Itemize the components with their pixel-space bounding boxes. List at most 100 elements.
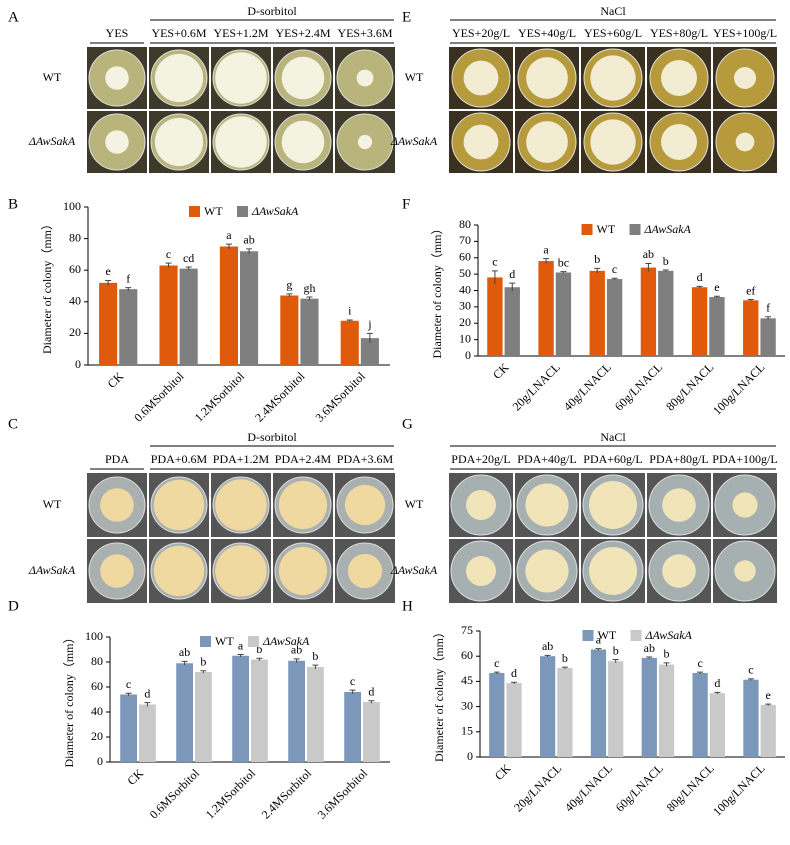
column-label: YES+1.2M <box>213 26 268 40</box>
significance-label: e <box>766 688 771 702</box>
error-bar <box>105 279 112 286</box>
column-label: PDA <box>105 452 129 466</box>
colony <box>100 554 134 588</box>
x-tick-label: 0.6MSorbitol <box>147 766 203 822</box>
error-bar <box>511 681 518 684</box>
error-bar <box>697 671 704 674</box>
column-label: YES+100g/L <box>713 26 777 40</box>
x-tick-label: 20g/LNACL <box>510 360 563 413</box>
error-bar <box>491 270 498 284</box>
colony <box>734 560 756 582</box>
bar <box>590 649 607 757</box>
y-tick-label: 100 <box>63 199 81 213</box>
row-label: WT <box>405 70 424 84</box>
colony <box>661 60 697 96</box>
bar <box>360 338 379 365</box>
legend-swatch <box>582 630 594 641</box>
error-bar <box>368 700 375 704</box>
error-bar <box>246 248 253 254</box>
y-tick-label: 100 <box>85 629 103 643</box>
significance-label: d <box>509 267 515 281</box>
x-tick-label: 1.2MSorbitol <box>192 369 248 425</box>
legend-swatch <box>248 636 259 647</box>
colony <box>466 556 496 586</box>
x-tick-label: 3.6MSorbitol <box>312 369 368 425</box>
legend-swatch <box>200 636 211 647</box>
error-bar <box>349 689 356 694</box>
colony <box>347 553 383 589</box>
bar <box>691 287 708 356</box>
bar <box>240 251 259 365</box>
significance-label: d <box>714 676 720 690</box>
error-bar <box>366 332 373 343</box>
row-label: ΔAwSakA <box>28 134 76 148</box>
x-tick-label: 40g/LNACL <box>562 761 615 814</box>
bar <box>743 300 759 356</box>
y-tick-label: 0 <box>97 754 103 768</box>
y-tick-label: 40 <box>91 704 103 718</box>
y-tick-label: 0 <box>75 357 81 371</box>
colony <box>215 479 267 531</box>
bar <box>589 270 605 356</box>
bar <box>300 298 319 365</box>
colony <box>735 132 755 152</box>
y-tick-label: 0 <box>467 749 473 763</box>
y-tick-label: 60 <box>91 679 103 693</box>
error-bar <box>293 658 300 663</box>
y-tick-label: 20 <box>69 325 81 339</box>
error-bar <box>286 293 293 298</box>
y-tick-label: 40 <box>459 282 471 296</box>
error-bar <box>611 277 618 280</box>
significance-label: f <box>766 300 770 314</box>
bar <box>232 655 249 762</box>
colony <box>154 53 204 103</box>
colony <box>590 55 636 101</box>
bar <box>709 297 725 356</box>
bar <box>251 659 268 762</box>
column-label: PDA+80g/L <box>649 452 708 466</box>
group-header: D-sorbitol <box>247 4 297 18</box>
colony <box>662 488 696 522</box>
error-bar <box>612 659 619 663</box>
row-label: WT <box>405 497 424 511</box>
error-bar <box>225 243 232 249</box>
error-bar <box>346 319 353 322</box>
colony <box>105 130 129 154</box>
significance-label: bc <box>558 255 569 269</box>
bar <box>176 663 193 762</box>
significance-label: c <box>748 663 753 677</box>
row-label: WT <box>43 70 62 84</box>
bar <box>504 287 520 356</box>
panel-label: A <box>8 9 19 25</box>
error-bar <box>662 269 669 272</box>
colony <box>278 480 328 530</box>
bar <box>159 265 178 365</box>
colony <box>661 124 697 160</box>
significance-label: b <box>256 642 262 656</box>
colony <box>281 120 325 164</box>
column-label: PDA+100g/L <box>712 452 777 466</box>
x-tick-label: 2.4MSorbitol <box>252 369 308 425</box>
colony <box>105 66 129 90</box>
colony <box>215 52 267 104</box>
y-tick-label: 40 <box>69 294 81 308</box>
bar <box>692 673 708 757</box>
y-tick-label: 20 <box>459 315 471 329</box>
y-tick-label: 15 <box>461 724 473 738</box>
y-tick-label: 75 <box>461 623 473 637</box>
column-label: PDA+2.4M <box>275 452 332 466</box>
bar <box>641 657 657 757</box>
group-header: NaCl <box>600 430 626 444</box>
significance-label: a <box>596 632 602 646</box>
bar <box>760 704 776 757</box>
panel-label: C <box>8 416 18 432</box>
x-tick-label: 60g/LNACL <box>613 761 666 814</box>
error-bar <box>181 660 188 666</box>
y-tick-label: 60 <box>69 262 81 276</box>
colony <box>153 479 205 531</box>
significance-label: j <box>367 317 371 331</box>
x-tick-label: CK <box>105 369 127 391</box>
error-bar <box>509 282 516 292</box>
row-label: ΔAwSakA <box>28 563 76 577</box>
